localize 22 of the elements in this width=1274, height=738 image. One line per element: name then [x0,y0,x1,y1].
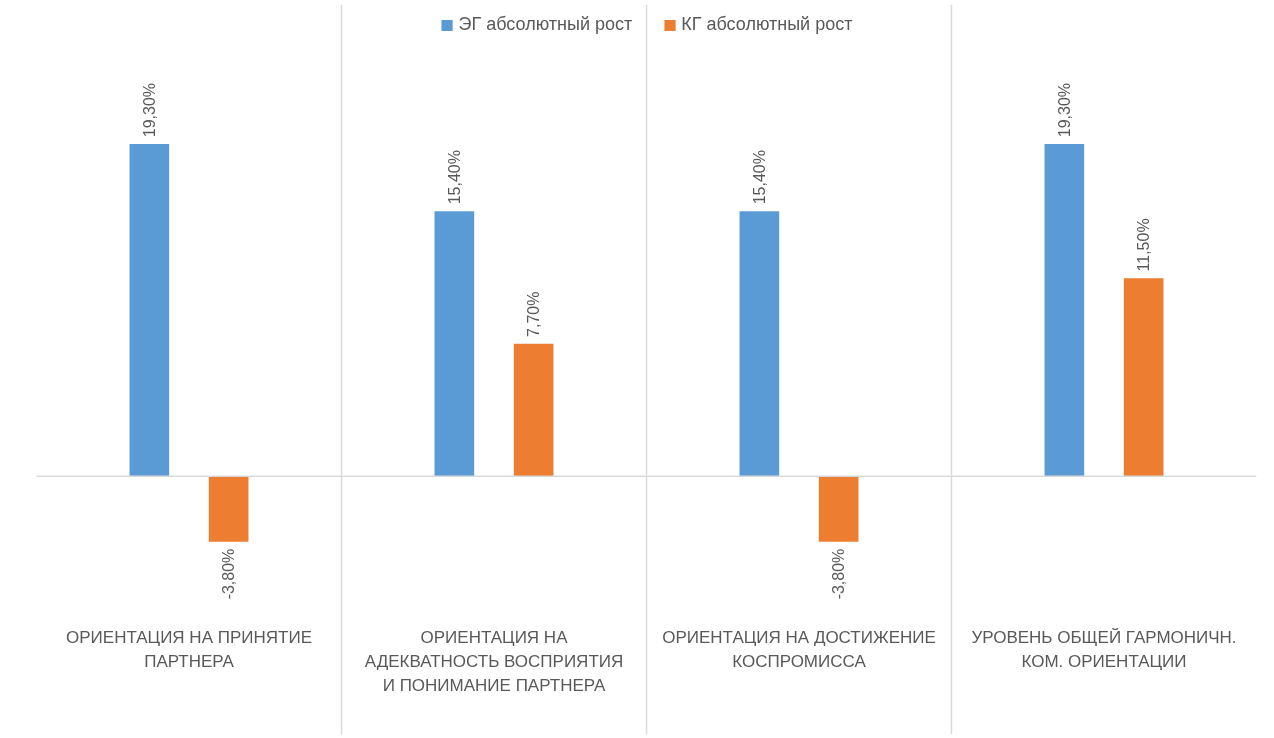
data-label: 19,30% [1055,82,1073,138]
data-label: 19,30% [140,82,158,138]
data-label: 15,40% [445,150,463,205]
bar [434,211,475,477]
data-label: 7,70% [525,291,543,337]
data-label: 15,40% [750,150,768,205]
x-tick-label: ОРИЕНТАЦИЯ НА ПРИНЯТИЕ ПАРТНЕРА [66,628,312,672]
bar [1044,144,1085,477]
bar [739,211,780,477]
x-tick-label: УРОВЕНЬ ОБЩЕЙ ГАРМОНИЧН. КОМ. ОРИЕНТАЦИИ [971,628,1237,672]
legend-label: КГ абсолютный рост [681,14,853,35]
bar [129,144,170,477]
bar [818,476,859,542]
data-label: -3,80% [830,548,848,600]
bar [208,476,249,542]
data-label: -3,80% [220,548,238,600]
x-tick-label: ОРИЕНТАЦИЯ НА АДЕКВАТНОСТЬ ВОСПРИЯТИЯ И ПОНИМАНИЕ ПАРТНЕРА [364,628,624,696]
bar [1123,278,1164,477]
x-tick-label: ОРИЕНТАЦИЯ НА ДОСТИЖЕНИЕ КОСПРОМИССА [662,628,936,672]
legend-label: ЭГ абсолютный рост [458,14,633,35]
data-label: 11,50% [1135,218,1153,272]
bar [513,343,554,477]
